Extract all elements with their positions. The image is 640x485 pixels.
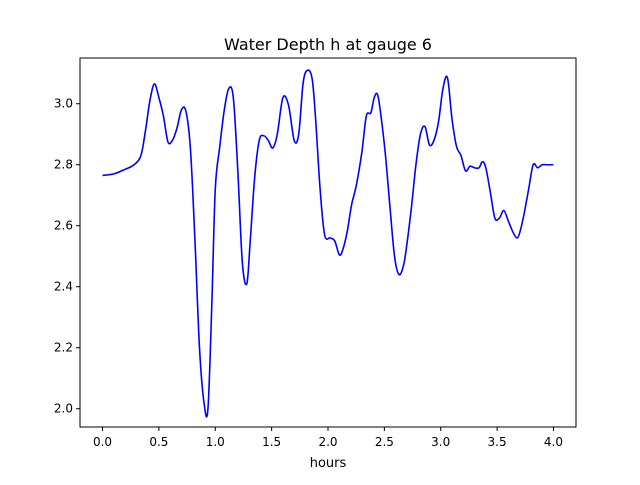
x-tick-label: 1.5 bbox=[262, 435, 281, 449]
y-tick-label: 2.2 bbox=[54, 341, 73, 355]
x-axis: 0.0 0.5 1.0 1.5 2.0 2.5 3.0 3.5 4.0 bbox=[93, 427, 563, 449]
x-tick-label: 1.0 bbox=[206, 435, 225, 449]
chart-title: Water Depth h at gauge 6 bbox=[224, 35, 432, 54]
x-tick-label: 4.0 bbox=[544, 435, 563, 449]
x-tick-label: 0.5 bbox=[149, 435, 168, 449]
y-tick-label: 2.0 bbox=[54, 402, 73, 416]
y-tick-label: 2.4 bbox=[54, 280, 73, 294]
x-tick-label: 0.0 bbox=[93, 435, 112, 449]
x-tick-label: 3.5 bbox=[488, 435, 507, 449]
x-tick-label: 2.5 bbox=[375, 435, 394, 449]
y-tick-label: 2.6 bbox=[54, 219, 73, 233]
x-tick-label: 2.0 bbox=[318, 435, 337, 449]
plot-area bbox=[102, 69, 554, 418]
y-tick-label: 2.8 bbox=[54, 158, 73, 172]
x-axis-label: hours bbox=[310, 456, 347, 471]
y-axis: 2.0 2.2 2.4 2.6 2.8 3.0 bbox=[54, 97, 80, 416]
plot-frame bbox=[79, 57, 577, 428]
series-line bbox=[102, 69, 554, 418]
y-tick-label: 3.0 bbox=[54, 97, 73, 111]
x-tick-label: 3.0 bbox=[431, 435, 450, 449]
